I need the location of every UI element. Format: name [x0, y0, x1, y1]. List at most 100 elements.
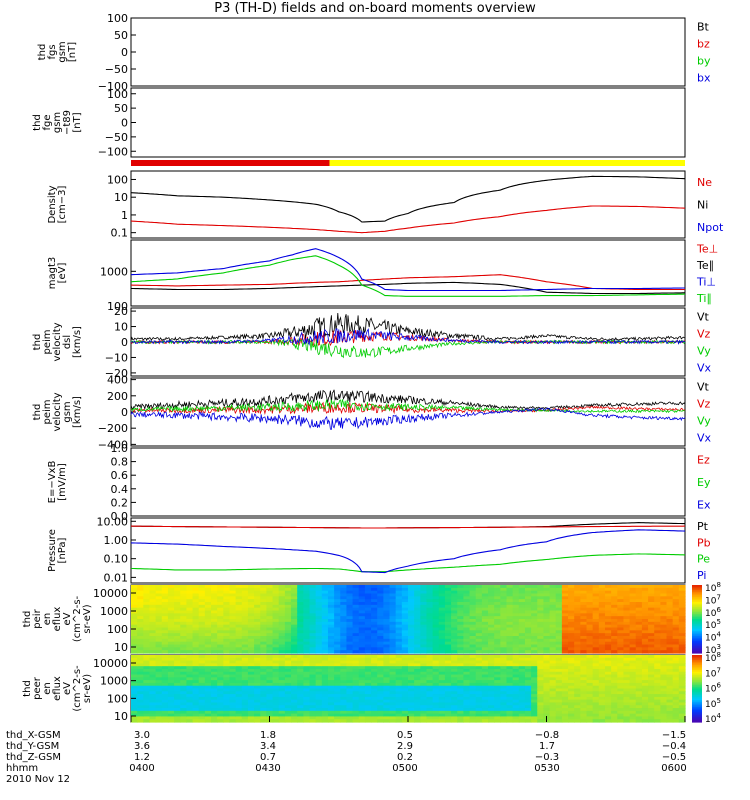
ylabel-peer-spec: eflux	[52, 676, 63, 701]
xaxis-row-label: thd_Y-GSM	[6, 741, 59, 752]
legend-entry: bz	[697, 38, 710, 51]
ylabel-pressure: [nPa]	[57, 537, 68, 563]
xaxis-row-value: 3.0	[134, 730, 150, 741]
ytick-label: 1000	[100, 265, 128, 278]
xaxis-row-value: −0.3	[535, 752, 559, 763]
ytick-label: 1.0	[111, 442, 129, 455]
ytick-label: 10	[114, 641, 128, 654]
ylabel-peir-spec: en	[42, 613, 53, 626]
ytick-label: −50	[105, 63, 128, 76]
mode-bar-segment-red	[131, 160, 330, 166]
ytick-label: −10	[105, 351, 128, 364]
ytick-label: 10	[114, 191, 128, 204]
ytick-label: 0	[121, 336, 128, 349]
legend-entry: Vx	[697, 362, 712, 375]
ytick-label: 0.2	[111, 496, 129, 509]
ylabel-perm-velocity-gsm: thd	[32, 404, 43, 421]
ylabel-fgs: gsm	[57, 41, 68, 62]
legend-entry: Ti⊥	[696, 275, 716, 288]
legend-entry: Bt	[697, 21, 710, 34]
ytick-label: 0	[121, 46, 128, 59]
legend-entry: Pt	[697, 520, 709, 533]
xaxis-row-value: −0.8	[535, 730, 559, 741]
series-line-perm-velocity-black	[130, 312, 686, 342]
colorbar-label: 106	[705, 606, 721, 619]
ylabel-density: Density	[47, 185, 58, 223]
ylabel-peer-spec: eV	[62, 682, 73, 695]
ytick-label: 10000	[93, 587, 128, 600]
ytick-label: −100	[98, 80, 128, 93]
xaxis-row-value: 1.2	[134, 752, 150, 763]
xaxis-row-value: −1.5	[662, 730, 686, 741]
legend-entry: Ez	[697, 453, 710, 466]
page-title: P3 (TH-D) fields and on-board moments ov…	[214, 1, 536, 16]
ylabel-peer-spec: peer	[32, 676, 43, 700]
colorbar-label: 108	[705, 581, 721, 594]
ylabel-fgs: [nT]	[67, 42, 78, 62]
panel-frame-pressure	[130, 517, 686, 584]
ylabel-fge: thd	[32, 114, 43, 131]
xaxis-row-label: thd_Z-GSM	[6, 752, 61, 763]
ylabel-peer-spec: sr-eV)	[82, 674, 93, 703]
series-line-temperature-red	[130, 274, 685, 291]
ytick-label: 100	[107, 623, 128, 636]
ylabel-fge: fge	[42, 114, 53, 130]
xaxis-row-value: −0.4	[662, 741, 686, 752]
xaxis-row-value: 1.7	[539, 741, 555, 752]
ytick-label: 0.6	[111, 469, 129, 482]
ylabel-efield: E=−VxB	[47, 461, 58, 504]
series-line-perm-velocity-gsm-red	[130, 401, 686, 415]
xaxis-row-value: 0530	[534, 763, 559, 774]
ylabel-density: [cm−3]	[57, 186, 68, 224]
legend-entry: Ex	[697, 499, 711, 512]
ytick-label: 50	[114, 29, 128, 42]
legend-entry: Ne	[697, 176, 712, 189]
xaxis-row-value: 3.4	[260, 741, 276, 752]
ytick-label: 100	[107, 173, 128, 186]
xaxis-row-value: 0400	[129, 763, 154, 774]
ytick-label: −20	[105, 367, 128, 380]
date-label: 2010 Nov 12	[6, 774, 70, 785]
legend-entry: Pi	[697, 569, 706, 582]
ylabel-fgs: thd	[37, 44, 48, 61]
ytick-label: 400	[107, 374, 128, 387]
xaxis-row-value: 0600	[661, 763, 686, 774]
ytick-label: 100	[107, 12, 128, 25]
legend-entry: Vt	[697, 381, 710, 394]
ylabel-perm-velocity: peim	[42, 329, 53, 354]
ylabel-perm-velocity-gsm: [km/s]	[72, 396, 83, 428]
panel-frame-density	[130, 170, 686, 239]
ylabel-perm-velocity: thd	[32, 334, 43, 351]
ytick-label: 10	[114, 710, 128, 723]
xaxis-row-label: thd_X-GSM	[6, 730, 61, 741]
legend-entry: Npot	[697, 221, 724, 234]
series-line-pressure-blue	[131, 529, 686, 574]
ytick-label: 100	[107, 88, 128, 101]
legend-entry: Vx	[697, 432, 712, 445]
ytick-label: 200	[107, 390, 128, 403]
panel-frame-temperature	[130, 239, 686, 307]
ylabel-peir-spec: (cm^2-s-	[72, 595, 83, 642]
ylabel-peer-spec: thd	[22, 680, 33, 697]
ytick-label: 20	[114, 305, 128, 318]
ytick-label: −200	[98, 422, 128, 435]
ytick-label: 1	[121, 209, 128, 222]
xaxis-row-value: 0.2	[397, 752, 413, 763]
ylabel-fge: [nT]	[72, 112, 83, 132]
ytick-label: 0.01	[104, 571, 129, 584]
ylabel-temperature: magt3	[47, 257, 58, 290]
colorbar-label: 107	[705, 593, 721, 606]
ytick-label: −100	[98, 145, 128, 158]
legend-entry: Ni	[697, 199, 708, 212]
panel-frame-efield	[130, 447, 686, 517]
legend-entry: Vy	[697, 415, 711, 428]
ylabel-perm-velocity: [km/s]	[72, 326, 83, 358]
xaxis-row-value: 0500	[392, 763, 417, 774]
ylabel-peer-spec: en	[42, 682, 53, 695]
ytick-label: 0.8	[111, 456, 129, 469]
ytick-label: 100	[107, 692, 128, 705]
ytick-label: 0	[121, 117, 128, 130]
series-line-temperature-green	[130, 255, 686, 297]
ytick-label: 0.4	[111, 483, 129, 496]
